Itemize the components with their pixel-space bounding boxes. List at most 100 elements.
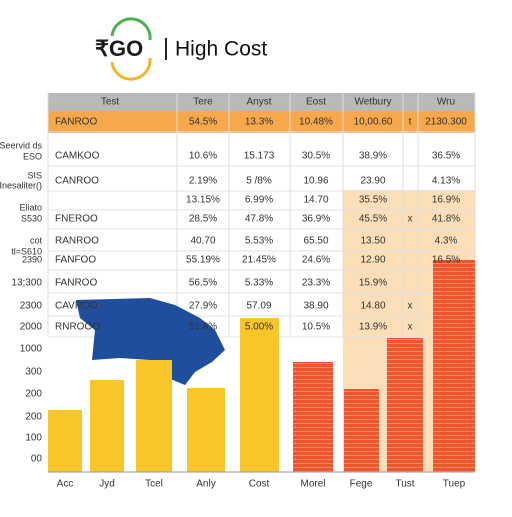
side-label: ESO xyxy=(23,151,42,161)
cell: 14.80 xyxy=(360,301,385,312)
axis-label: 200 xyxy=(25,389,42,400)
cell: 10.6% xyxy=(189,151,217,162)
cell: 4.3% xyxy=(435,236,458,247)
cell: 13.3% xyxy=(245,117,273,128)
row-name: CANROO xyxy=(55,176,99,187)
cell: 12.90 xyxy=(360,255,385,266)
logo-text: ₹GO xyxy=(95,36,143,61)
row-name: FANFOO xyxy=(55,255,96,266)
axis-label: 2300 xyxy=(20,301,43,312)
cell: 40.70 xyxy=(190,236,215,247)
side-label: Seervid ds xyxy=(0,140,42,150)
column-header: Eost xyxy=(306,97,326,108)
column-header: Test xyxy=(101,97,120,108)
category-label: Tcel xyxy=(145,479,163,490)
cell: 15.9% xyxy=(359,278,387,289)
category-label: Fege xyxy=(350,479,373,490)
cell: 23.90 xyxy=(360,176,385,187)
row-name: FNEROO xyxy=(55,214,98,225)
category-label: Tust xyxy=(395,479,414,490)
cell: 15.173 xyxy=(244,151,275,162)
cell: 28.5% xyxy=(189,214,217,225)
cell: 38.90 xyxy=(303,301,328,312)
cell: 10.5% xyxy=(302,322,330,333)
cell: 13.9% xyxy=(359,322,387,333)
map-shape xyxy=(76,298,225,385)
cell: 5.00% xyxy=(245,322,273,333)
cell: 41.8% xyxy=(432,214,460,225)
cell: 5.33% xyxy=(245,278,273,289)
cell: 5.53% xyxy=(245,236,273,247)
bar xyxy=(136,360,172,472)
cell: 16.9% xyxy=(432,195,460,206)
side-label: S530 xyxy=(21,213,42,223)
cell: 65.50 xyxy=(303,236,328,247)
side-label: Inesaliter() xyxy=(0,180,42,190)
row-name: CAMKOO xyxy=(55,151,100,162)
row-name: FANROO xyxy=(55,278,97,289)
axis-label: 200 xyxy=(25,412,42,423)
cell: 2.19% xyxy=(189,176,217,187)
highlight-row xyxy=(48,111,475,133)
cell: 24.6% xyxy=(302,255,330,266)
side-label: Eliato xyxy=(19,202,42,212)
cell: 47.8% xyxy=(245,214,273,225)
cell: x xyxy=(408,214,413,225)
side-label: SIS xyxy=(27,170,42,180)
side-label: cot xyxy=(30,235,43,245)
bar xyxy=(293,362,333,472)
row-name: CAVROO xyxy=(55,301,98,312)
axis-label: 13;300 xyxy=(11,278,42,289)
table-header xyxy=(48,93,475,111)
axis-label: 00 xyxy=(31,454,43,465)
title: High Cost xyxy=(175,38,267,61)
category-label: Jyd xyxy=(99,479,115,490)
side-label: tl=S610 xyxy=(11,246,42,256)
cell: 54.5% xyxy=(189,117,217,128)
cell: 6.99% xyxy=(245,195,273,206)
cell: t xyxy=(409,117,412,128)
column-header: Wru xyxy=(437,97,455,108)
cell: 35.5% xyxy=(359,195,387,206)
cell: 30.5% xyxy=(302,151,330,162)
cell: 23.3% xyxy=(302,278,330,289)
cell: 57.09 xyxy=(246,301,271,312)
cell: 5 /8% xyxy=(246,176,272,187)
cell: 36.9% xyxy=(302,214,330,225)
bar xyxy=(240,318,279,472)
bar xyxy=(433,260,475,472)
cell: 4.13% xyxy=(432,176,460,187)
cell: 14.70 xyxy=(303,195,328,206)
cell: x xyxy=(408,301,413,312)
category-label: Anly xyxy=(196,479,215,490)
cell: 51.8% xyxy=(189,322,217,333)
cell: x xyxy=(408,322,413,333)
cell: 36.5% xyxy=(432,151,460,162)
cell: 13.50 xyxy=(360,236,385,247)
category-label: Cost xyxy=(249,479,270,490)
cell: 13.15% xyxy=(186,195,220,206)
row-name: FANROO xyxy=(55,117,97,128)
category-label: Morel xyxy=(300,479,325,490)
cell: 56.5% xyxy=(189,278,217,289)
bars xyxy=(48,260,475,472)
category-label: Tuep xyxy=(443,479,466,490)
category-label: Acc xyxy=(57,479,74,490)
cell: 21.45% xyxy=(242,255,276,266)
cell: 27.9% xyxy=(189,301,217,312)
cell: 38.9% xyxy=(359,151,387,162)
row-name: RNROOO xyxy=(55,322,100,333)
cell: 10.96 xyxy=(303,176,328,187)
axis-label: 300 xyxy=(25,367,42,378)
bar xyxy=(90,380,124,472)
axis-label: 1000 xyxy=(20,344,43,355)
cell: 55.19% xyxy=(186,255,220,266)
cell: 2130.300 xyxy=(425,117,467,128)
cell: 45.5% xyxy=(359,214,387,225)
row-name: RANROO xyxy=(55,236,99,247)
side-label: 2390 xyxy=(22,254,42,264)
column-header: Anyst xyxy=(246,97,271,108)
cell: 10.48% xyxy=(299,117,333,128)
bar xyxy=(48,410,82,472)
